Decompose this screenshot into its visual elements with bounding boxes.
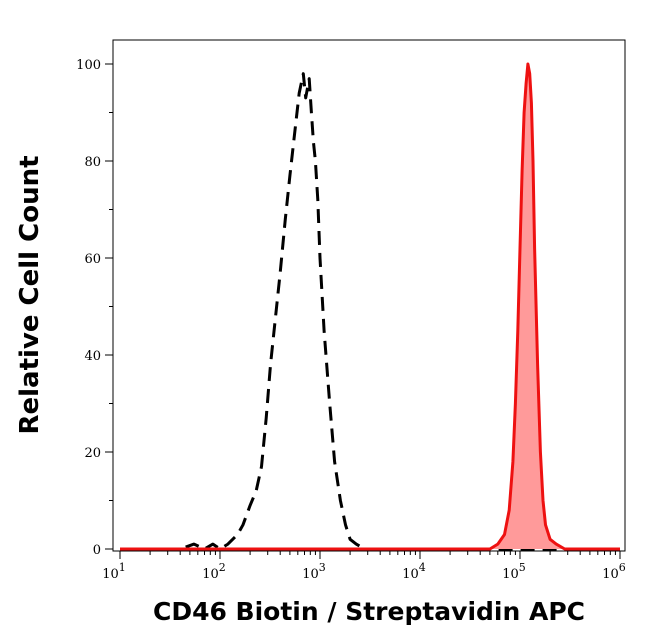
- x-tick-label: 103: [302, 561, 326, 582]
- x-tick-label: 102: [202, 561, 226, 582]
- series-line-1: [120, 62, 620, 551]
- x-axis: 101 102 103 104 105 106: [102, 551, 626, 582]
- y-tick-label: 80: [84, 155, 101, 170]
- x-tick-label: 104: [402, 561, 426, 582]
- y-tick-label: 20: [84, 446, 101, 461]
- y-tick-label: 0: [93, 543, 101, 558]
- y-tick-label: 40: [84, 349, 101, 364]
- series-fill-1: [120, 64, 620, 549]
- y-tick-label: 60: [84, 252, 101, 267]
- x-axis-title: CD46 Biotin / Streptavidin APC: [153, 597, 585, 626]
- x-tick-label: 101: [102, 561, 126, 582]
- y-axis-title: Relative Cell Count: [15, 155, 45, 434]
- series-layer: [120, 62, 620, 551]
- y-axis: 0 20 40 60 80 100: [76, 58, 113, 558]
- x-tick-label: 105: [502, 561, 526, 582]
- series-line-0: [120, 72, 620, 551]
- x-tick-label: 106: [602, 561, 626, 582]
- plot-frame: [112, 39, 626, 552]
- y-tick-label: 100: [76, 58, 101, 73]
